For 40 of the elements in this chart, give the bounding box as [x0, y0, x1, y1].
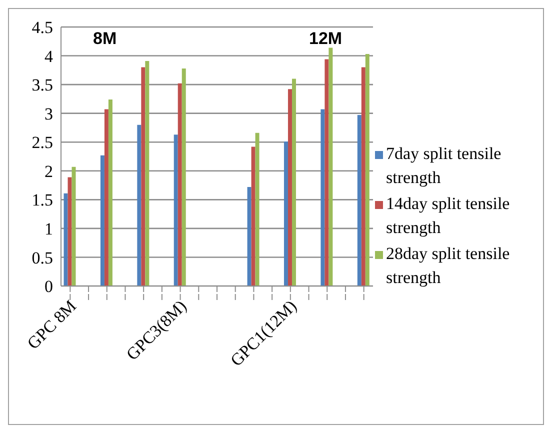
bar: [72, 166, 76, 286]
y-tick-label: 4: [44, 46, 54, 66]
bar: [324, 59, 329, 286]
bar: [100, 155, 104, 286]
y-tick-label: 3: [44, 104, 53, 124]
bar: [108, 100, 112, 286]
y-tick-label: 0: [44, 277, 53, 296]
bar: [68, 177, 72, 286]
bar: [64, 193, 68, 286]
y-tick-label: 1: [44, 219, 53, 238]
bar: [284, 142, 288, 286]
legend-label: 7day split tensile strength: [386, 142, 502, 189]
bar: [365, 54, 370, 286]
bar: [292, 78, 296, 286]
bar: [328, 48, 333, 286]
legend-label: 14day split tensile strength: [386, 192, 511, 239]
annotation: 12M: [309, 29, 342, 49]
bar: [104, 109, 108, 286]
bar: [247, 187, 252, 286]
bar: [174, 134, 178, 286]
y-tick-label: 1.5: [32, 190, 53, 210]
bar: [182, 68, 186, 286]
legend-label: 28day split tensile strength: [386, 242, 511, 289]
y-tick-label: 0.5: [32, 248, 53, 268]
bar: [320, 109, 325, 286]
x-tick-label: GPC 8M: [24, 296, 80, 353]
bar: [137, 124, 142, 286]
y-tick-label: 2.5: [32, 133, 53, 152]
bar: [178, 83, 182, 286]
bar: [145, 60, 150, 286]
y-tick-label: 4.5: [32, 18, 53, 38]
bar: [288, 89, 292, 286]
bar: [255, 132, 260, 286]
y-tick-label: 2: [44, 162, 53, 181]
bar: [141, 67, 146, 286]
bar: [357, 115, 362, 286]
bar: [251, 146, 256, 286]
y-tick-label: 3.5: [32, 76, 53, 95]
bar: [361, 67, 366, 286]
annotation: 8M: [93, 29, 117, 49]
